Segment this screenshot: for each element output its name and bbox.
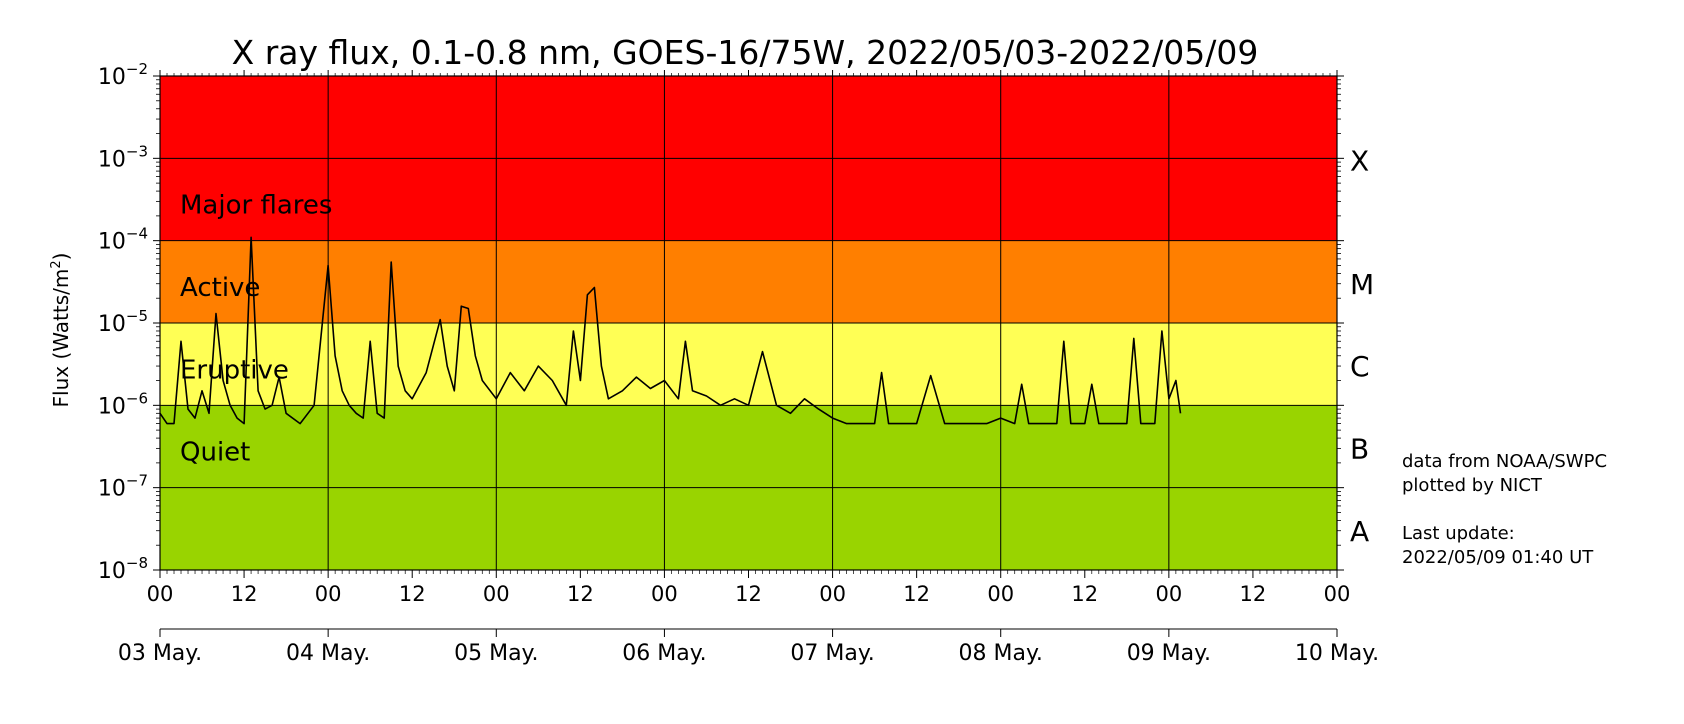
x-hour-label: 00 bbox=[651, 582, 678, 606]
y-tick-label: 10−7 bbox=[98, 472, 148, 502]
class-label-C: C bbox=[1350, 350, 1370, 383]
axes: 10−8 10−7 10−6 10−5 10−4 10−3 10−2 00 12 00 12 00 12… bbox=[98, 60, 1379, 666]
y-tick-label: 10−8 bbox=[98, 554, 148, 584]
day-label: 04 May. bbox=[286, 641, 370, 666]
x-hour-label: 12 bbox=[735, 582, 762, 606]
class-label-M: M bbox=[1350, 268, 1374, 301]
day-label: 05 May. bbox=[454, 641, 538, 666]
y-tick-label: 10−3 bbox=[98, 142, 148, 172]
y-tick-label: 10−2 bbox=[98, 60, 148, 90]
day-label: 09 May. bbox=[1127, 641, 1211, 666]
source-note: data from NOAA/SWPC bbox=[1402, 451, 1608, 472]
day-label: 10 May. bbox=[1295, 641, 1379, 666]
band-label-X: Major flares bbox=[180, 191, 332, 221]
flux-series-line bbox=[159, 236, 1182, 425]
day-label: 07 May. bbox=[790, 641, 874, 666]
day-label: 06 May. bbox=[622, 641, 706, 666]
last-update-time: 2022/05/09 01:40 UT bbox=[1402, 547, 1594, 568]
class-label-B: B bbox=[1350, 433, 1369, 466]
x-hour-label: 00 bbox=[819, 582, 846, 606]
x-hour-label: 12 bbox=[231, 582, 258, 606]
band-C bbox=[160, 323, 1337, 406]
class-label-A: A bbox=[1350, 515, 1369, 548]
day-label: 08 May. bbox=[959, 641, 1043, 666]
y-axis-label: Flux (Watts/m2) bbox=[49, 253, 73, 408]
x-hour-label: 00 bbox=[315, 582, 342, 606]
day-label: 03 May. bbox=[118, 641, 202, 666]
y-tick-label: 10−5 bbox=[98, 307, 148, 337]
x-hour-label: 00 bbox=[1324, 582, 1351, 606]
chart-title: X ray flux, 0.1-0.8 nm, GOES-16/75W, 202… bbox=[232, 33, 1259, 72]
band-A bbox=[160, 487, 1337, 570]
x-hour-label: 00 bbox=[1155, 582, 1182, 606]
x-hour-label: 12 bbox=[399, 582, 426, 606]
x-hour-label: 12 bbox=[903, 582, 930, 606]
band-label-M: Active bbox=[180, 273, 260, 303]
band-B bbox=[160, 405, 1337, 488]
x-hour-label: 00 bbox=[483, 582, 510, 606]
x-hour-label: 00 bbox=[147, 582, 174, 606]
x-hour-label: 00 bbox=[987, 582, 1014, 606]
x-hour-label: 12 bbox=[1240, 582, 1267, 606]
plotter-note: plotted by NICT bbox=[1402, 475, 1542, 496]
series-layer bbox=[159, 236, 1182, 425]
band-label-B: Quiet bbox=[180, 438, 250, 468]
x-hour-label: 12 bbox=[567, 582, 594, 606]
flux-bands: Major flares X Active M Eruptive C Quiet B A bbox=[160, 76, 1374, 570]
x-hour-label: 12 bbox=[1071, 582, 1098, 606]
last-update-label: Last update: bbox=[1402, 523, 1515, 544]
band-label-C: Eruptive bbox=[180, 355, 289, 385]
band-M bbox=[160, 240, 1337, 323]
y-tick-label: 10−4 bbox=[98, 225, 148, 255]
y-tick-label: 10−6 bbox=[98, 389, 148, 419]
class-label-X: X bbox=[1350, 144, 1369, 177]
